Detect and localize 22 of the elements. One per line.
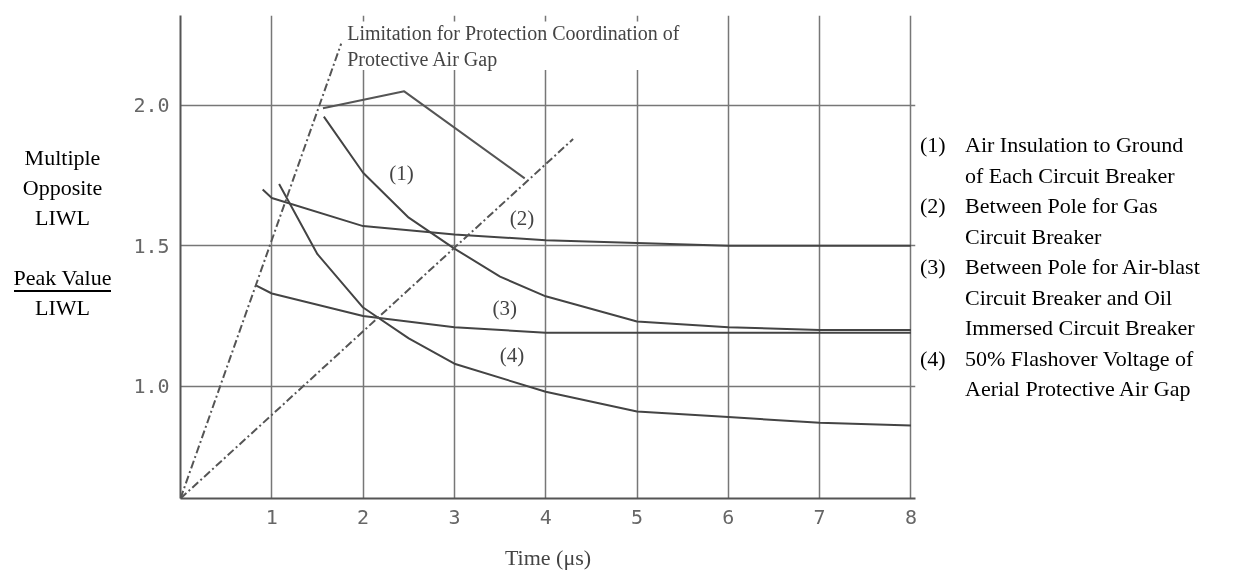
x-tick-label: 8 xyxy=(904,504,917,529)
text: Multiple Opposite LIWL Peak Value LIWL xyxy=(13,145,112,320)
annotation: Limitation for Protection Coordination of Protective Air Gap xyxy=(347,21,680,71)
x-tick-label: 2 xyxy=(357,504,370,529)
x-tick-label: 4 xyxy=(539,504,552,529)
annotation: (4) xyxy=(499,343,525,368)
y-tick-label: 2.0 xyxy=(133,93,170,118)
y-tick-label: 1.5 xyxy=(133,233,170,258)
text: (1) Air Insulation to Ground of Each Circuit Breaker xyxy=(920,131,1184,190)
x-tick-label: 5 xyxy=(631,504,644,529)
annotation: (1) xyxy=(389,160,414,185)
x-tick-label: 7 xyxy=(813,504,826,529)
annotation: (2) xyxy=(509,205,535,230)
x-tick-label: 1 xyxy=(265,504,278,529)
text: (4) 50% Flashover Voltage of Aerial Protective Air Gap xyxy=(920,344,1194,403)
text: (2) Between Pole for Gas Circuit Breaker xyxy=(920,192,1158,251)
y-tick-label: 1.0 xyxy=(133,374,170,399)
text: (3) Between Pole for Air-blast Circuit Breaker and Oil Immersed Circuit Breaker xyxy=(920,253,1200,342)
x-tick-label: 6 xyxy=(722,504,735,529)
x-tick-label: 3 xyxy=(448,504,461,529)
annotation: (3) xyxy=(492,295,517,320)
x-axis-title: Time (μs) xyxy=(504,544,592,570)
